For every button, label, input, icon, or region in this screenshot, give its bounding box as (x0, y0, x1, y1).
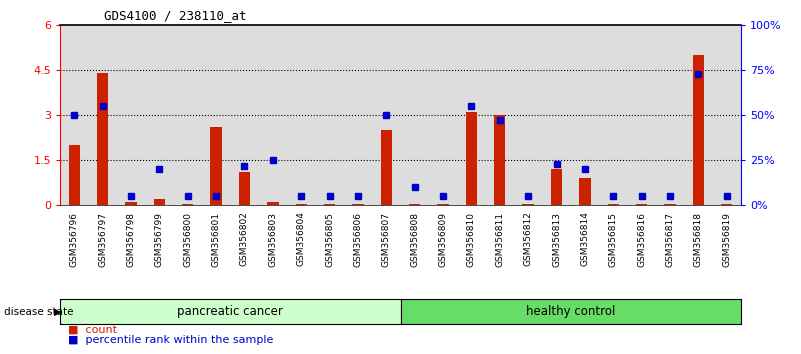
Bar (316, 25, 344, 205)
Bar (352, 204, 364, 205)
Bar (287, 25, 316, 205)
Bar (211, 127, 222, 205)
Bar (239, 172, 250, 205)
Bar (268, 202, 279, 205)
Bar (664, 204, 676, 205)
Text: ■  count: ■ count (68, 325, 117, 335)
Text: healthy control: healthy control (526, 305, 615, 318)
Text: GDS4100 / 238110_at: GDS4100 / 238110_at (104, 9, 247, 22)
Bar (437, 204, 449, 205)
Bar (608, 204, 619, 205)
Bar (494, 115, 505, 205)
Bar (522, 204, 533, 205)
Bar (380, 130, 392, 205)
Bar (636, 204, 647, 205)
Bar (324, 204, 336, 205)
Bar (457, 25, 485, 205)
Bar (656, 25, 684, 205)
Bar (145, 25, 174, 205)
Bar (429, 25, 457, 205)
Bar (579, 178, 590, 205)
Bar (465, 112, 477, 205)
Bar (231, 25, 259, 205)
Bar (125, 202, 137, 205)
Text: ▶: ▶ (54, 307, 62, 316)
Bar (400, 25, 429, 205)
Bar (69, 145, 80, 205)
Bar (485, 25, 514, 205)
Bar (117, 25, 145, 205)
Text: ■  percentile rank within the sample: ■ percentile rank within the sample (68, 335, 273, 345)
Bar (551, 169, 562, 205)
Bar (174, 25, 202, 205)
Text: pancreatic cancer: pancreatic cancer (177, 305, 284, 318)
Bar (693, 55, 704, 205)
Bar (259, 25, 287, 205)
Bar (409, 204, 421, 205)
Bar (344, 25, 372, 205)
Bar (542, 25, 570, 205)
Bar (296, 204, 307, 205)
Bar (202, 25, 231, 205)
Bar (599, 25, 627, 205)
Bar (514, 25, 542, 205)
Text: disease state: disease state (4, 307, 74, 316)
Bar (570, 25, 599, 205)
Bar (88, 25, 117, 205)
Bar (713, 25, 741, 205)
Bar (154, 199, 165, 205)
Bar (60, 25, 88, 205)
Bar (372, 25, 400, 205)
Bar (627, 25, 656, 205)
Bar (684, 25, 713, 205)
Bar (721, 204, 732, 205)
Bar (182, 204, 193, 205)
Bar (97, 73, 108, 205)
